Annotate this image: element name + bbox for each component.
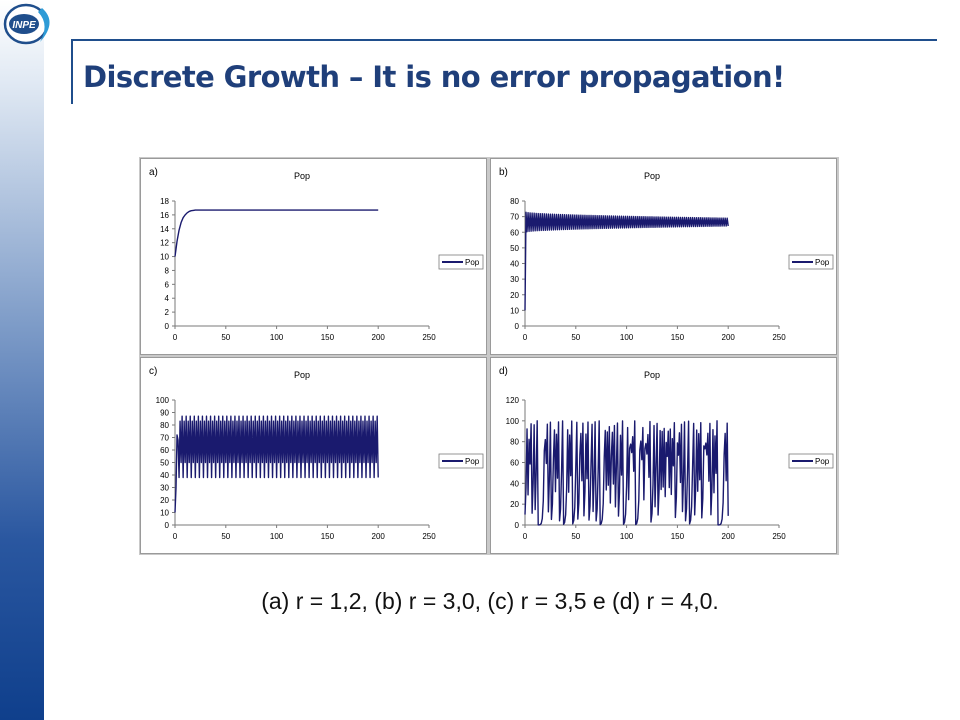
y-tick-label: 40 bbox=[160, 471, 169, 480]
y-tick-label: 10 bbox=[160, 253, 169, 262]
y-tick-label: 14 bbox=[160, 225, 169, 234]
y-tick-label: 40 bbox=[510, 260, 519, 269]
y-tick-label: 120 bbox=[506, 396, 520, 405]
legend-label: Pop bbox=[465, 457, 480, 466]
y-tick-label: 30 bbox=[160, 484, 169, 493]
chart-panel-b: b) Pop 0 10 20 30 40 50 60 70 80 0 50 100 150 200 250 Pop bbox=[490, 158, 837, 355]
y-tick-label: 50 bbox=[510, 244, 519, 253]
x-tick-label: 250 bbox=[772, 333, 786, 342]
y-tick-label: 20 bbox=[160, 496, 169, 505]
title-rule-horizontal bbox=[71, 39, 937, 41]
panel-label: c) bbox=[149, 366, 157, 377]
x-tick-label: 50 bbox=[571, 333, 580, 342]
x-tick-label: 150 bbox=[671, 532, 685, 541]
y-tick-label: 20 bbox=[510, 500, 519, 509]
y-tick-label: 60 bbox=[510, 459, 519, 468]
x-tick-label: 250 bbox=[422, 333, 436, 342]
y-tick-label: 30 bbox=[510, 275, 519, 284]
panel-label: d) bbox=[499, 366, 508, 377]
sidebar-gradient bbox=[0, 0, 44, 720]
panel-label: b) bbox=[499, 167, 508, 178]
y-tick-label: 20 bbox=[510, 291, 519, 300]
slide-title: Discrete Growth – It is no error propaga… bbox=[83, 60, 785, 94]
chart-panel-d: d) Pop 0 20 40 60 80 100 120 0 50 100 150 200 250 Pop bbox=[490, 357, 837, 554]
y-tick-label: 4 bbox=[165, 294, 170, 303]
chart-legend: Pop bbox=[788, 254, 834, 270]
inpe-logo: INPE bbox=[2, 2, 54, 46]
y-tick-label: 10 bbox=[160, 509, 169, 518]
x-tick-label: 50 bbox=[221, 333, 230, 342]
y-tick-label: 2 bbox=[165, 308, 170, 317]
x-tick-label: 50 bbox=[221, 532, 230, 541]
x-tick-label: 250 bbox=[772, 532, 786, 541]
chart-panel-a: a) Pop 0 2 4 6 8 10 12 14 16 18 0 50 100 150 200 250 Pop bbox=[140, 158, 487, 355]
y-tick-label: 16 bbox=[160, 211, 169, 220]
y-tick-label: 0 bbox=[165, 521, 170, 530]
chart-a-svg: a) Pop 0 2 4 6 8 10 12 14 16 18 0 50 100 150 200 250 Pop bbox=[149, 167, 484, 342]
x-tick-label: 200 bbox=[722, 532, 736, 541]
chart-d-svg: d) Pop 0 20 40 60 80 100 120 0 50 100 150 200 250 Pop bbox=[499, 366, 834, 541]
y-tick-label: 100 bbox=[156, 396, 170, 405]
x-tick-label: 50 bbox=[571, 532, 580, 541]
legend-label: Pop bbox=[815, 457, 830, 466]
y-tick-label: 90 bbox=[160, 409, 169, 418]
legend-label: Pop bbox=[465, 258, 480, 267]
x-tick-label: 0 bbox=[523, 532, 528, 541]
logo-text: INPE bbox=[12, 20, 36, 31]
y-tick-label: 70 bbox=[510, 213, 519, 222]
legend-label: Pop bbox=[815, 258, 830, 267]
chart-b-svg: b) Pop 0 10 20 30 40 50 60 70 80 0 50 100 150 200 250 Pop bbox=[499, 167, 834, 342]
x-tick-label: 100 bbox=[620, 532, 634, 541]
series-line bbox=[174, 415, 379, 513]
chart-title: Pop bbox=[644, 171, 660, 181]
series-line bbox=[174, 209, 379, 257]
y-tick-label: 80 bbox=[510, 197, 519, 206]
chart-title: Pop bbox=[644, 370, 660, 380]
chart-panel-c: c) Pop 0 10 20 30 40 50 60 70 80 90 100 0 50 100 150 200 2… bbox=[140, 357, 487, 554]
y-tick-label: 60 bbox=[510, 228, 519, 237]
y-tick-label: 0 bbox=[165, 322, 170, 331]
series-line bbox=[524, 211, 729, 311]
x-tick-label: 150 bbox=[321, 532, 335, 541]
x-tick-label: 0 bbox=[173, 532, 178, 541]
x-tick-label: 100 bbox=[270, 333, 284, 342]
x-tick-label: 200 bbox=[722, 333, 736, 342]
y-tick-label: 0 bbox=[515, 322, 520, 331]
y-tick-label: 12 bbox=[160, 239, 169, 248]
x-tick-label: 0 bbox=[173, 333, 178, 342]
y-tick-label: 50 bbox=[160, 459, 169, 468]
chart-c-svg: c) Pop 0 10 20 30 40 50 60 70 80 90 100 0 50 100 150 200 2… bbox=[149, 366, 484, 541]
chart-legend: Pop bbox=[438, 453, 484, 469]
x-tick-label: 100 bbox=[620, 333, 634, 342]
chart-legend: Pop bbox=[438, 254, 484, 270]
y-tick-label: 100 bbox=[506, 417, 520, 426]
y-tick-label: 80 bbox=[160, 421, 169, 430]
x-tick-label: 200 bbox=[372, 333, 386, 342]
panel-label: a) bbox=[149, 167, 158, 178]
chart-title: Pop bbox=[294, 370, 310, 380]
y-tick-label: 6 bbox=[165, 280, 170, 289]
y-tick-label: 0 bbox=[515, 521, 520, 530]
chart-title: Pop bbox=[294, 171, 310, 181]
y-tick-label: 80 bbox=[510, 438, 519, 447]
title-rule-vertical bbox=[71, 40, 73, 104]
slide-caption: (a) r = 1,2, (b) r = 3,0, (c) r = 3,5 e … bbox=[261, 588, 719, 614]
x-tick-label: 150 bbox=[321, 333, 335, 342]
y-tick-label: 10 bbox=[510, 306, 519, 315]
x-tick-label: 100 bbox=[270, 532, 284, 541]
y-tick-label: 70 bbox=[160, 434, 169, 443]
y-tick-label: 18 bbox=[160, 197, 169, 206]
x-tick-label: 250 bbox=[422, 532, 436, 541]
x-tick-label: 150 bbox=[671, 333, 685, 342]
series-line bbox=[524, 420, 729, 526]
chart-grid: a) Pop 0 2 4 6 8 10 12 14 16 18 0 50 100 150 200 250 Pop b… bbox=[139, 157, 839, 555]
x-tick-label: 200 bbox=[372, 532, 386, 541]
x-tick-label: 0 bbox=[523, 333, 528, 342]
y-tick-label: 40 bbox=[510, 479, 519, 488]
y-tick-label: 8 bbox=[165, 266, 170, 275]
chart-legend: Pop bbox=[788, 453, 834, 469]
y-tick-label: 60 bbox=[160, 446, 169, 455]
